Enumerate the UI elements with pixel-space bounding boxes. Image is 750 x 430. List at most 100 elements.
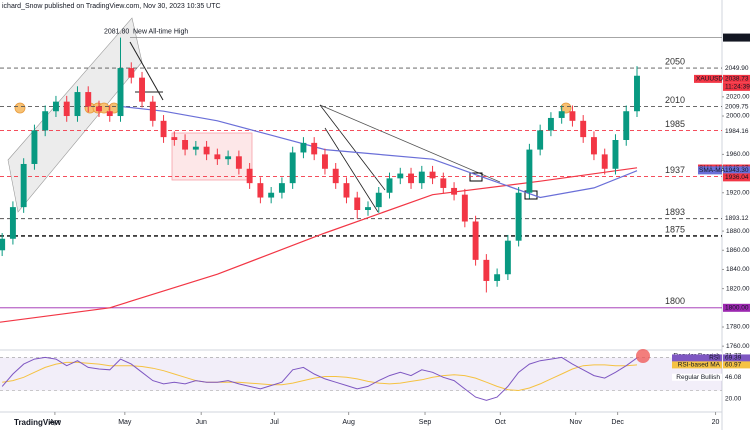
- candle-body: [375, 192, 382, 208]
- trendline: [324, 127, 379, 213]
- price-tag-label: 2009.75: [725, 103, 749, 110]
- rsi-tag-name: Regular Bullish: [676, 374, 720, 381]
- x-tick-label: May: [118, 419, 132, 426]
- candle-body: [246, 168, 253, 184]
- candle-body: [171, 137, 178, 140]
- candle-body: [96, 106, 102, 112]
- candle-body: [504, 240, 511, 275]
- level-label: 1937: [665, 165, 685, 175]
- candle-body: [623, 111, 630, 140]
- candle-body: [397, 173, 404, 179]
- rsi-highlight: [636, 349, 650, 363]
- candle-body: [418, 171, 425, 184]
- level-label: 1875: [665, 224, 685, 234]
- countdown: 11:24:39: [725, 84, 750, 91]
- trendline: [129, 41, 164, 101]
- candle-body: [289, 152, 296, 184]
- candle-body: [139, 77, 145, 102]
- candle-body: [343, 183, 350, 198]
- candle-body: [601, 154, 608, 169]
- price-tag: [723, 214, 750, 223]
- x-tick-label: Aug: [342, 419, 355, 426]
- candle-body: [483, 259, 490, 281]
- rsi-tag: [723, 361, 750, 369]
- price-tag-label: 1800.00: [725, 305, 749, 312]
- candle-body: [321, 154, 328, 169]
- y-tick-label: 1920.00: [726, 189, 750, 196]
- rsi-tag-name: RSI: [709, 355, 720, 362]
- candle-body: [515, 192, 522, 241]
- candle-body: [20, 163, 27, 208]
- y-tick-label: 1860.00: [726, 247, 750, 254]
- rsi-tag-label: 60.97: [725, 362, 742, 369]
- candle-body: [149, 101, 156, 121]
- candle-body: [182, 140, 189, 150]
- candle-body: [590, 137, 597, 155]
- candle-body: [31, 130, 38, 164]
- candle-body: [440, 178, 447, 188]
- price-tag: [723, 74, 750, 83]
- series-tag: [698, 166, 722, 175]
- trendline: [319, 104, 501, 183]
- candle-body: [203, 146, 210, 155]
- candle-body: [128, 68, 135, 78]
- price-tag-label: 2081.82: [725, 34, 749, 41]
- candle-body: [332, 168, 339, 184]
- candle-body: [547, 117, 554, 131]
- candle-body: [257, 183, 264, 198]
- candle-body: [0, 238, 6, 251]
- y-tick-label: 1760.00: [726, 343, 750, 350]
- rsi-tag: [723, 373, 750, 381]
- price-tag-label: 1893.12: [725, 215, 749, 222]
- candle-body: [117, 68, 124, 117]
- candle-body: [235, 156, 242, 169]
- x-tick-label: Jul: [270, 419, 279, 426]
- candle-body: [429, 171, 436, 179]
- candle-body: [537, 130, 544, 150]
- rsi-tag-label: 20.00: [725, 395, 742, 402]
- x-tick-label: Jun: [196, 419, 207, 426]
- price-tag-label: 2038.73: [725, 76, 749, 83]
- candle-body: [300, 142, 307, 153]
- moving-average: [0, 167, 638, 323]
- x-tick-label: Dec: [611, 419, 624, 426]
- candle-body: [494, 274, 501, 281]
- candle-body: [214, 154, 221, 160]
- rsi-tag: [723, 354, 750, 362]
- price-tag: [723, 33, 750, 42]
- candle-body: [42, 111, 49, 131]
- candle-body: [461, 194, 468, 222]
- candle-body: [408, 173, 414, 184]
- rsi-tag-name-bg: [672, 373, 722, 381]
- price-tag: [723, 127, 750, 136]
- level-label: 1800: [665, 296, 685, 306]
- candle-body: [354, 197, 361, 210]
- price-tag-label: 2049.90: [725, 65, 749, 72]
- candle-body: [278, 183, 285, 193]
- y-tick-label: 1820.00: [726, 285, 750, 292]
- candle-body: [569, 111, 576, 121]
- price-tag-label: 1936.04: [725, 174, 749, 181]
- y-tick-label: 2020.00: [726, 94, 750, 101]
- candle-body: [192, 146, 199, 150]
- rsi-tag: [723, 395, 750, 403]
- alert: [560, 102, 572, 114]
- moving-average: [120, 105, 638, 199]
- candle-body: [63, 101, 70, 117]
- x-tick-label: 20: [712, 419, 720, 426]
- candle-body: [225, 156, 232, 160]
- y-tick-label: 2000.00: [726, 113, 750, 120]
- y-tick-label: 1880.00: [726, 228, 750, 235]
- rsi-tag-name: RSI-based MA: [678, 362, 721, 369]
- price-tag: [723, 303, 750, 312]
- rsi-line: [1, 356, 638, 401]
- x-tick-label: Apr: [49, 419, 61, 426]
- price-tag: [723, 166, 750, 175]
- candle-body: [472, 221, 479, 260]
- rsi-ma-line: [2, 361, 638, 392]
- candle-body: [106, 111, 113, 117]
- candle-body: [558, 111, 565, 118]
- header: ichard_Snow published on TradingView.com…: [2, 3, 221, 10]
- candle-body: [526, 149, 533, 193]
